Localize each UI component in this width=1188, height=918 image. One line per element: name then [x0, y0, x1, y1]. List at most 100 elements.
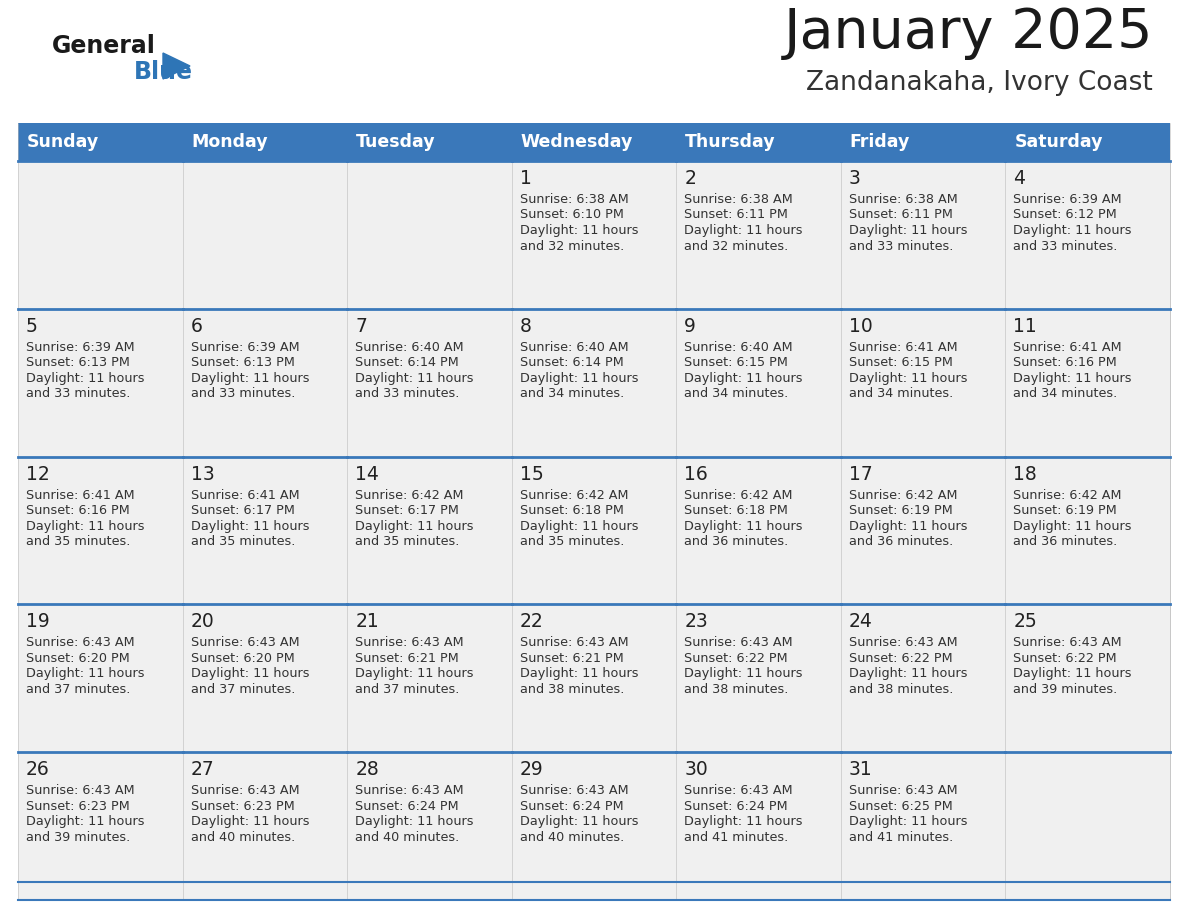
Text: Daylight: 11 hours: Daylight: 11 hours: [849, 667, 967, 680]
Text: Sunset: 6:10 PM: Sunset: 6:10 PM: [519, 208, 624, 221]
Text: 24: 24: [849, 612, 873, 632]
Text: General: General: [52, 34, 156, 58]
Text: Sunrise: 6:40 AM: Sunrise: 6:40 AM: [684, 341, 792, 353]
Bar: [841, 123, 1005, 161]
Text: and 37 minutes.: and 37 minutes.: [190, 683, 295, 696]
Text: Sunset: 6:17 PM: Sunset: 6:17 PM: [355, 504, 459, 517]
Bar: [676, 308, 841, 456]
Text: Daylight: 11 hours: Daylight: 11 hours: [355, 667, 474, 680]
Text: Sunset: 6:20 PM: Sunset: 6:20 PM: [26, 652, 129, 665]
Text: Sunset: 6:15 PM: Sunset: 6:15 PM: [849, 356, 953, 369]
Bar: [1005, 308, 1170, 456]
Bar: [1005, 456, 1170, 604]
Bar: [347, 604, 512, 752]
Text: 30: 30: [684, 760, 708, 779]
Text: Sunday: Sunday: [27, 133, 100, 151]
Text: Daylight: 11 hours: Daylight: 11 hours: [519, 815, 638, 828]
Text: Daylight: 11 hours: Daylight: 11 hours: [519, 667, 638, 680]
Bar: [18, 604, 183, 752]
Text: Sunrise: 6:43 AM: Sunrise: 6:43 AM: [26, 636, 134, 649]
Text: and 35 minutes.: and 35 minutes.: [26, 535, 131, 548]
Text: Sunset: 6:18 PM: Sunset: 6:18 PM: [684, 504, 788, 517]
Text: and 34 minutes.: and 34 minutes.: [519, 387, 624, 400]
Text: and 35 minutes.: and 35 minutes.: [519, 535, 624, 548]
Bar: [347, 161, 512, 308]
Text: Sunset: 6:16 PM: Sunset: 6:16 PM: [26, 504, 129, 517]
Text: Sunrise: 6:41 AM: Sunrise: 6:41 AM: [26, 488, 134, 501]
Bar: [512, 123, 676, 161]
Text: Sunset: 6:21 PM: Sunset: 6:21 PM: [355, 652, 459, 665]
Text: Sunrise: 6:43 AM: Sunrise: 6:43 AM: [684, 784, 792, 797]
Text: Sunrise: 6:43 AM: Sunrise: 6:43 AM: [684, 636, 792, 649]
Text: 11: 11: [1013, 317, 1037, 336]
Text: and 34 minutes.: and 34 minutes.: [684, 387, 789, 400]
Bar: [183, 752, 347, 900]
Text: Sunset: 6:22 PM: Sunset: 6:22 PM: [1013, 652, 1117, 665]
Bar: [512, 456, 676, 604]
Text: Tuesday: Tuesday: [356, 133, 436, 151]
Bar: [183, 123, 347, 161]
Bar: [347, 752, 512, 900]
Text: Sunset: 6:24 PM: Sunset: 6:24 PM: [684, 800, 788, 812]
Text: Daylight: 11 hours: Daylight: 11 hours: [684, 520, 803, 532]
Bar: [512, 752, 676, 900]
Text: 28: 28: [355, 760, 379, 779]
Text: Sunset: 6:21 PM: Sunset: 6:21 PM: [519, 652, 624, 665]
Bar: [1005, 123, 1170, 161]
Text: 20: 20: [190, 612, 214, 632]
Text: Sunset: 6:22 PM: Sunset: 6:22 PM: [849, 652, 953, 665]
Text: Daylight: 11 hours: Daylight: 11 hours: [1013, 224, 1132, 237]
Text: Daylight: 11 hours: Daylight: 11 hours: [684, 815, 803, 828]
Text: Friday: Friday: [849, 133, 910, 151]
Text: 22: 22: [519, 612, 543, 632]
Text: Sunrise: 6:42 AM: Sunrise: 6:42 AM: [519, 488, 628, 501]
Text: 21: 21: [355, 612, 379, 632]
Text: Sunset: 6:13 PM: Sunset: 6:13 PM: [190, 356, 295, 369]
Bar: [347, 123, 512, 161]
Text: 6: 6: [190, 317, 202, 336]
Text: Sunrise: 6:40 AM: Sunrise: 6:40 AM: [519, 341, 628, 353]
Bar: [676, 604, 841, 752]
Text: 23: 23: [684, 612, 708, 632]
Text: Daylight: 11 hours: Daylight: 11 hours: [355, 815, 474, 828]
Text: Sunset: 6:24 PM: Sunset: 6:24 PM: [355, 800, 459, 812]
Text: Sunrise: 6:43 AM: Sunrise: 6:43 AM: [519, 784, 628, 797]
Text: and 38 minutes.: and 38 minutes.: [684, 683, 789, 696]
Text: and 33 minutes.: and 33 minutes.: [190, 387, 295, 400]
Text: Sunset: 6:16 PM: Sunset: 6:16 PM: [1013, 356, 1117, 369]
Text: Sunset: 6:14 PM: Sunset: 6:14 PM: [355, 356, 459, 369]
Text: Sunrise: 6:38 AM: Sunrise: 6:38 AM: [684, 193, 794, 206]
Text: Sunrise: 6:43 AM: Sunrise: 6:43 AM: [26, 784, 134, 797]
Text: Sunrise: 6:43 AM: Sunrise: 6:43 AM: [355, 784, 463, 797]
Text: Daylight: 11 hours: Daylight: 11 hours: [684, 667, 803, 680]
Text: and 39 minutes.: and 39 minutes.: [1013, 683, 1118, 696]
Text: Saturday: Saturday: [1015, 133, 1102, 151]
Text: Zandanakaha, Ivory Coast: Zandanakaha, Ivory Coast: [807, 70, 1154, 96]
Text: 29: 29: [519, 760, 543, 779]
Text: Daylight: 11 hours: Daylight: 11 hours: [684, 372, 803, 385]
Text: Daylight: 11 hours: Daylight: 11 hours: [849, 815, 967, 828]
Bar: [1005, 752, 1170, 900]
Text: Sunset: 6:24 PM: Sunset: 6:24 PM: [519, 800, 624, 812]
Text: Daylight: 11 hours: Daylight: 11 hours: [1013, 667, 1132, 680]
Bar: [676, 456, 841, 604]
Text: and 37 minutes.: and 37 minutes.: [355, 683, 460, 696]
Bar: [183, 161, 347, 308]
Text: Sunrise: 6:41 AM: Sunrise: 6:41 AM: [1013, 341, 1121, 353]
Text: and 34 minutes.: and 34 minutes.: [1013, 387, 1118, 400]
Text: and 36 minutes.: and 36 minutes.: [849, 535, 953, 548]
Text: 16: 16: [684, 465, 708, 484]
Text: 8: 8: [519, 317, 531, 336]
Bar: [18, 752, 183, 900]
Bar: [18, 308, 183, 456]
Text: Daylight: 11 hours: Daylight: 11 hours: [26, 520, 145, 532]
Text: Sunrise: 6:43 AM: Sunrise: 6:43 AM: [519, 636, 628, 649]
Text: and 33 minutes.: and 33 minutes.: [1013, 240, 1118, 252]
Text: and 32 minutes.: and 32 minutes.: [519, 240, 624, 252]
Text: Sunset: 6:12 PM: Sunset: 6:12 PM: [1013, 208, 1117, 221]
Text: Sunset: 6:19 PM: Sunset: 6:19 PM: [849, 504, 953, 517]
Text: Sunrise: 6:42 AM: Sunrise: 6:42 AM: [355, 488, 463, 501]
Text: Daylight: 11 hours: Daylight: 11 hours: [519, 520, 638, 532]
Text: and 41 minutes.: and 41 minutes.: [849, 831, 953, 844]
Text: and 36 minutes.: and 36 minutes.: [1013, 535, 1118, 548]
